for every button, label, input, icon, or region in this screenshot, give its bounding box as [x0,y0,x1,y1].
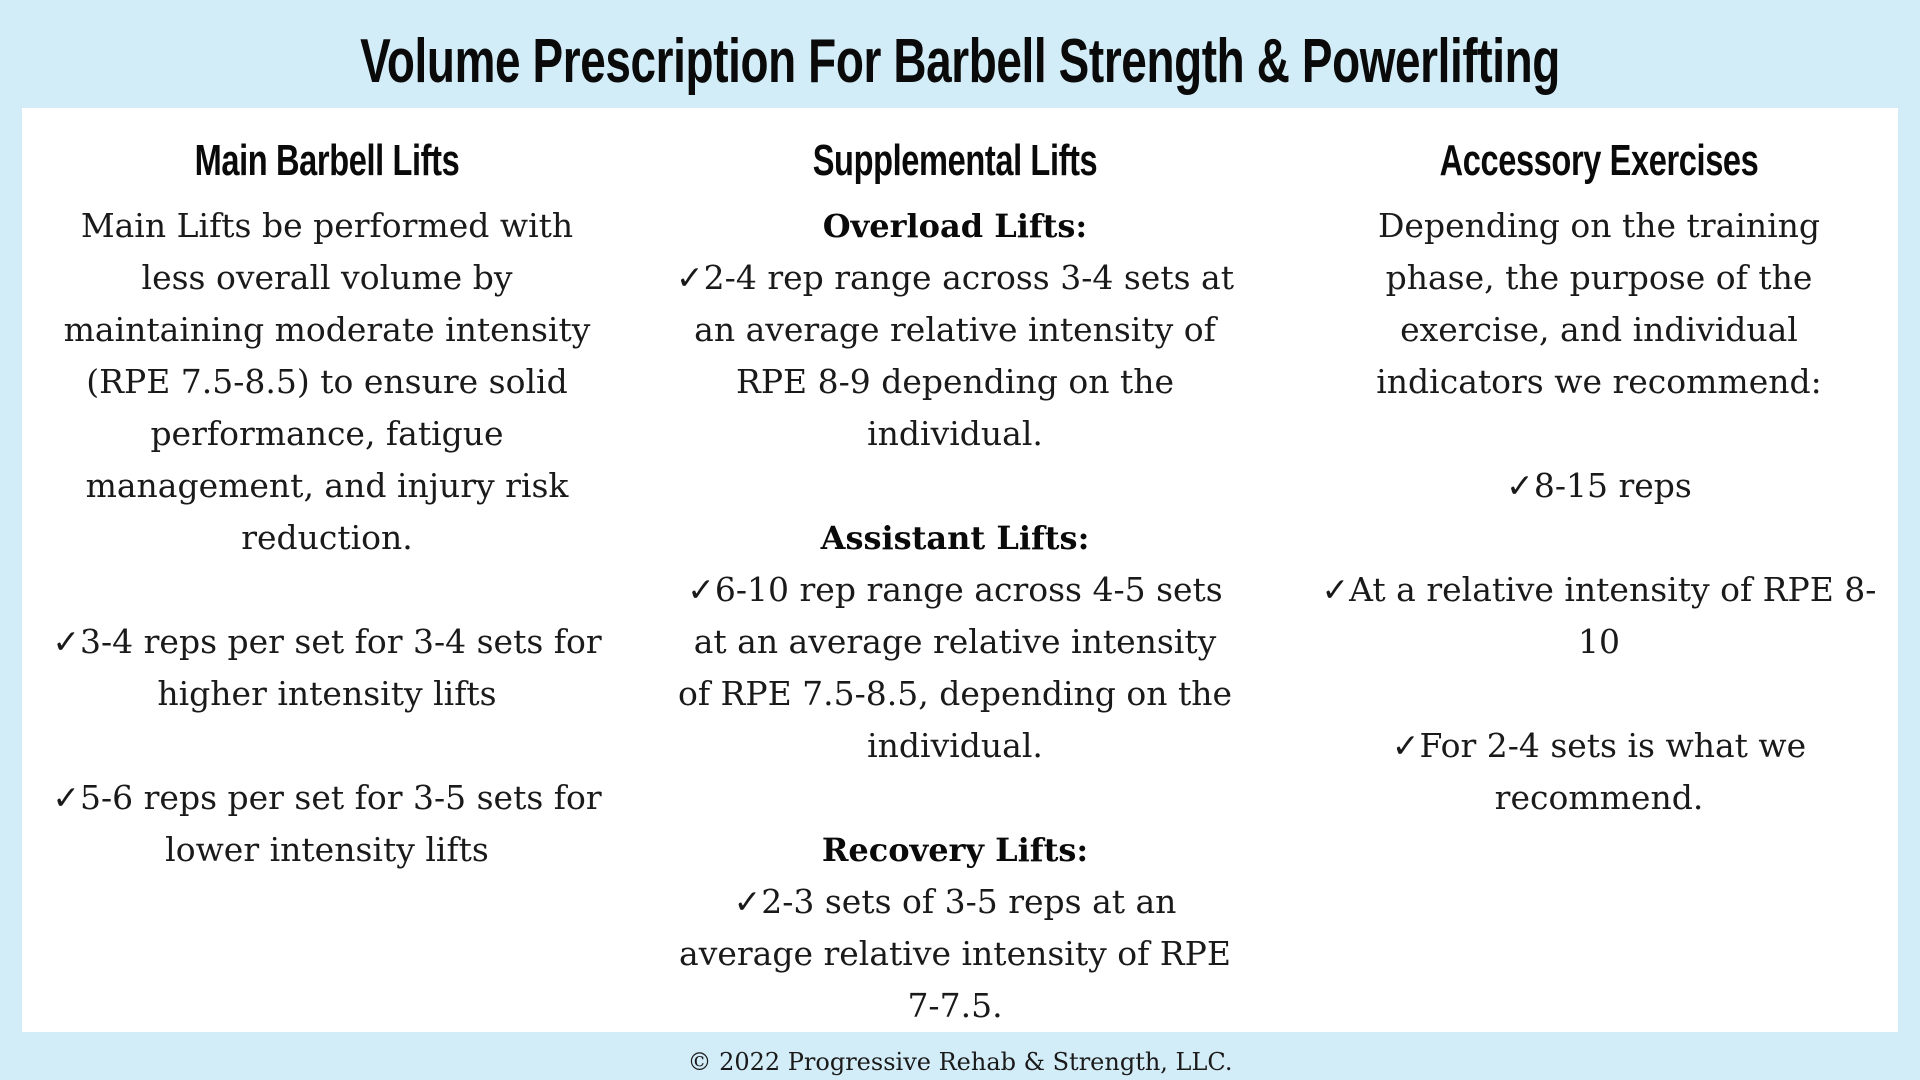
column-heading: Supplemental Lifts [812,136,1098,185]
column-intro-text: Depending on the training phase, the pur… [1376,206,1822,401]
section-text: ✓2-4 rep range across 3-4 sets at an ave… [676,258,1234,453]
column-heading: Main Barbell Lifts [194,136,460,185]
column-supplemental-lifts: Supplemental Lifts Overload Lifts: ✓2-4 … [675,108,1235,1032]
section-text: ✓2-3 sets of 3-5 reps at an average rela… [679,882,1231,1025]
content-panel: Main Barbell Lifts Main Lifts be perform… [22,108,1898,1032]
recommendation-item: ✓8-15 reps [1506,466,1692,505]
recommendation-item: ✓5-6 reps per set for 3-5 sets for lower… [52,778,602,869]
column-accessory-exercises: Accessory Exercises Depending on the tra… [1319,108,1879,824]
section-text: ✓6-10 rep range across 4-5 sets at an av… [677,570,1233,765]
recommendation-item: ✓At a relative intensity of RPE 8-10 [1321,570,1877,661]
column-heading: Accessory Exercises [1439,136,1759,185]
section-label-recovery: Recovery Lifts: [821,831,1089,869]
copyright-footer: © 2022 Progressive Rehab & Strength, LLC… [687,1048,1233,1076]
column-main-barbell-lifts: Main Barbell Lifts Main Lifts be perform… [47,108,607,876]
recommendation-item: ✓For 2-4 sets is what we recommend. [1391,726,1807,817]
section-label-assistant: Assistant Lifts: [820,519,1090,557]
column-intro-text: Main Lifts be performed with less overal… [63,206,591,557]
section-label-overload: Overload Lifts: [822,207,1088,245]
recommendation-item: ✓3-4 reps per set for 3-4 sets for highe… [52,622,602,713]
